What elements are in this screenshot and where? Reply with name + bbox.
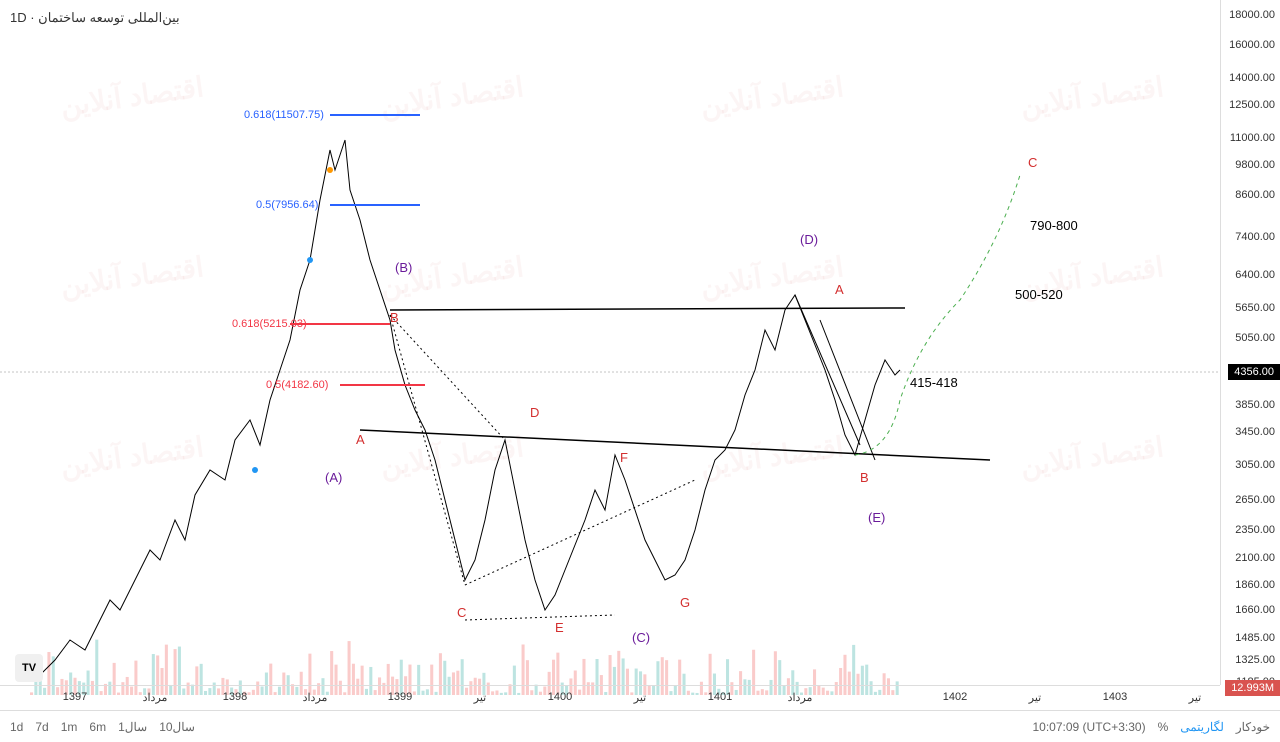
y-axis-tick: 7400.00 — [1235, 231, 1275, 243]
y-axis-tick: 9800.00 — [1235, 159, 1275, 171]
timeframe-button[interactable]: 7d — [35, 720, 48, 734]
x-axis-tick: مرداد — [788, 691, 813, 704]
scale-button[interactable]: % — [1158, 720, 1169, 734]
chart-svg[interactable] — [0, 0, 1220, 700]
x-axis-tick: تیر — [634, 691, 646, 704]
wave-label[interactable]: D — [530, 405, 539, 420]
wave-label[interactable]: (A) — [325, 470, 342, 485]
timeframe-button[interactable]: 1d — [10, 720, 23, 734]
y-axis-tick: 1485.00 — [1235, 632, 1275, 644]
y-axis-tick: 8600.00 — [1235, 189, 1275, 201]
x-axis-tick: مرداد — [303, 691, 328, 704]
scale-button[interactable]: لگاریتمی — [1180, 720, 1224, 734]
y-axis-tick: 5650.00 — [1235, 302, 1275, 314]
x-axis-tick: تیر — [1029, 691, 1041, 704]
y-axis-tick: 5050.00 — [1235, 332, 1275, 344]
x-axis-tick: مرداد — [143, 691, 168, 704]
bottom-toolbar: 1d 7d 1m 6m 1سال 10سال 10:07:09 (UTC+3:30) % ل… — [0, 710, 1280, 742]
current-price-label: 4356.00 — [1228, 364, 1280, 380]
y-axis-tick: 6400.00 — [1235, 269, 1275, 281]
y-axis-tick: 2100.00 — [1235, 552, 1275, 564]
timeframe-button[interactable]: 10سال — [159, 720, 195, 734]
wave-label[interactable]: F — [620, 450, 628, 465]
scale-buttons: % لگاریتمی خودکار — [1158, 720, 1270, 734]
tradingview-logo-icon[interactable]: TV — [15, 654, 43, 682]
scale-button[interactable]: خودکار — [1236, 720, 1270, 734]
price-annotation[interactable]: 790-800 — [1030, 218, 1078, 233]
channel-lines — [795, 295, 875, 460]
y-axis-tick: 1660.00 — [1235, 604, 1275, 616]
x-axis-tick: 1397 — [63, 691, 87, 703]
marker-dot — [307, 257, 313, 263]
fib-level-label[interactable]: 0.5(7956.64) — [256, 199, 318, 211]
wave-label[interactable]: C — [1028, 155, 1037, 170]
y-axis-tick: 3850.00 — [1235, 399, 1275, 411]
y-axis-tick: 3050.00 — [1235, 459, 1275, 471]
y-axis-tick: 2350.00 — [1235, 524, 1275, 536]
x-axis-tick: 1402 — [943, 691, 967, 703]
wave-label[interactable]: (C) — [632, 630, 650, 645]
x-axis[interactable]: 1397 مرداد 1398 مرداد 1399 تیر 1400 تیر 1401 مردا… — [0, 685, 1220, 710]
x-axis-tick: 1398 — [223, 691, 247, 703]
marker-dot — [252, 467, 258, 473]
y-axis-tick: 16000.00 — [1229, 39, 1275, 51]
x-axis-tick: 1403 — [1103, 691, 1127, 703]
fib-level-label[interactable]: 0.5(4182.60) — [266, 379, 328, 391]
clock-display: 10:07:09 (UTC+3:30) — [1033, 720, 1146, 734]
wave-label[interactable]: E — [555, 620, 564, 635]
fib-lines — [290, 115, 425, 385]
timeframe-button[interactable]: 6m — [89, 720, 106, 734]
wave-label[interactable]: A — [835, 282, 844, 297]
y-axis-tick: 3450.00 — [1235, 426, 1275, 438]
triangle-lines — [360, 308, 990, 460]
timeframe-button[interactable]: 1سال — [118, 720, 147, 734]
x-axis-tick: 1401 — [708, 691, 732, 703]
volume-label: 12.993M — [1225, 680, 1280, 696]
timeframe-button[interactable]: 1m — [61, 720, 78, 734]
y-axis-tick: 18000.00 — [1229, 9, 1275, 21]
y-axis-tick: 12500.00 — [1229, 99, 1275, 111]
timeframe-buttons: 1d 7d 1m 6m 1سال 10سال — [10, 720, 195, 734]
y-axis-tick: 2650.00 — [1235, 494, 1275, 506]
y-axis-tick: 1325.00 — [1235, 654, 1275, 666]
x-axis-tick: تیر — [1189, 691, 1201, 704]
y-axis-tick: 11000.00 — [1230, 132, 1275, 144]
y-axis-tick: 1860.00 — [1235, 579, 1275, 591]
wave-label[interactable]: (D) — [800, 232, 818, 247]
fib-level-label[interactable]: 0.618(5215.03) — [232, 318, 307, 330]
x-axis-tick: 1400 — [548, 691, 572, 703]
wave-label[interactable]: C — [457, 605, 466, 620]
x-axis-tick: تیر — [474, 691, 486, 704]
y-axis[interactable]: 18000.00 16000.00 14000.00 12500.00 11000.00… — [1220, 0, 1280, 685]
price-annotation[interactable]: 415-418 — [910, 375, 958, 390]
wave-label[interactable]: B — [860, 470, 869, 485]
fib-level-label[interactable]: 0.618(11507.75) — [244, 109, 324, 121]
price-line — [30, 140, 900, 680]
y-axis-tick: 14000.00 — [1229, 72, 1275, 84]
marker-dot — [327, 167, 333, 173]
wave-label[interactable]: B — [390, 310, 399, 325]
projection-curve — [855, 175, 1020, 455]
wave-label[interactable]: (B) — [395, 260, 412, 275]
dotted-lines — [390, 315, 695, 620]
chart-container: اقتصاد آنلاین اقتصاد آنلاین اقتصاد آنلای… — [0, 0, 1280, 742]
price-annotation[interactable]: 500-520 — [1015, 287, 1063, 302]
x-axis-tick: 1399 — [388, 691, 412, 703]
wave-label[interactable]: A — [356, 432, 365, 447]
wave-label[interactable]: (E) — [868, 510, 885, 525]
wave-label[interactable]: G — [680, 595, 690, 610]
